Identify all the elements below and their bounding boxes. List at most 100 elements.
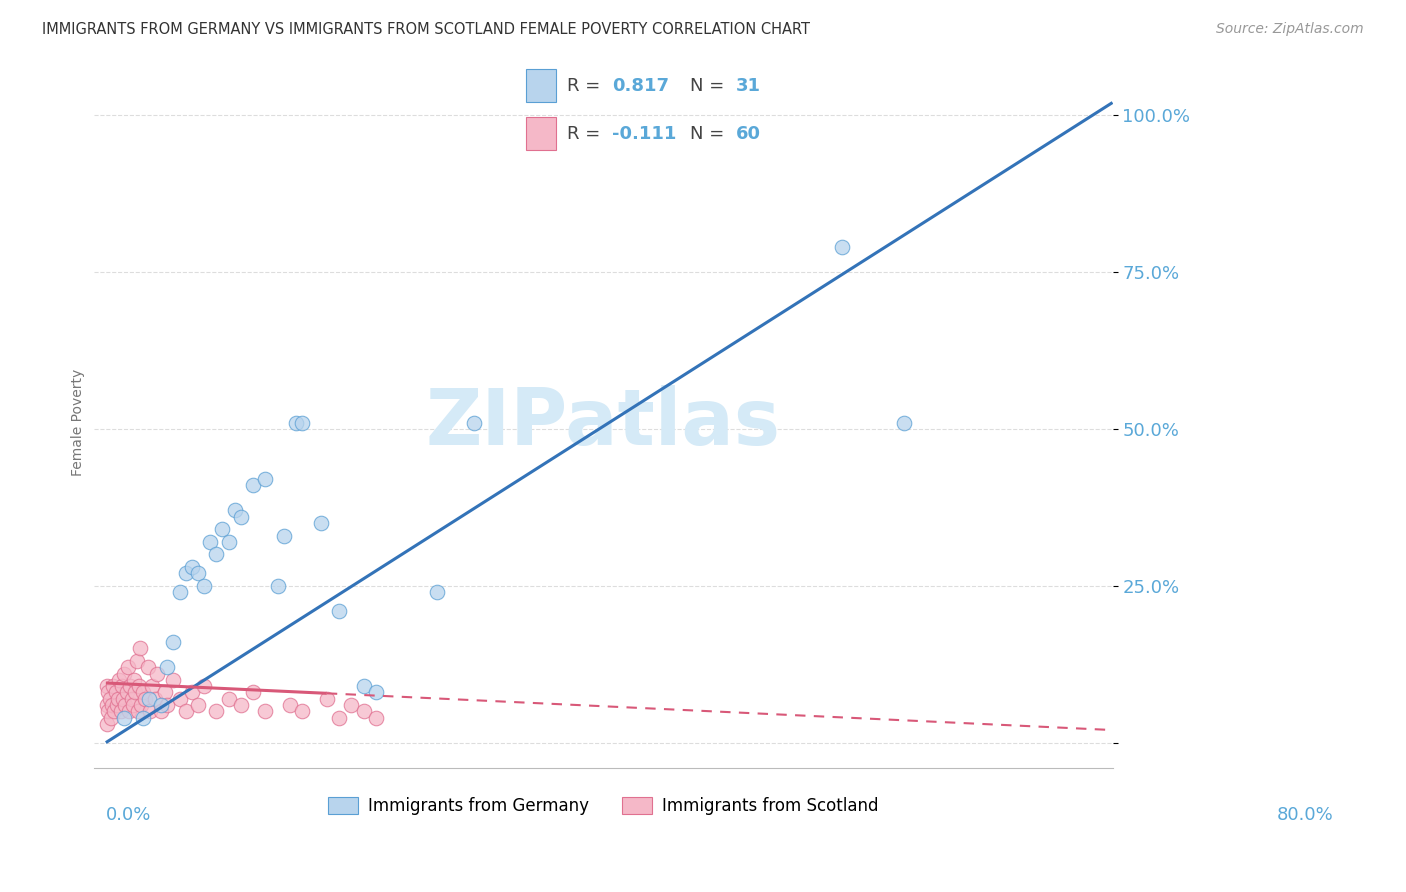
Point [242, 478, 264, 492]
Point [105, 698, 128, 712]
Point [124, 685, 146, 699]
Point [122, 673, 145, 687]
Point [291, 704, 314, 718]
Point [193, 579, 215, 593]
Point [112, 691, 135, 706]
Point [150, 698, 173, 712]
Point [242, 685, 264, 699]
Point [353, 679, 375, 693]
Point [180, 560, 202, 574]
Point [831, 240, 853, 254]
FancyBboxPatch shape [526, 118, 557, 150]
Point [141, 679, 163, 693]
Text: N =: N = [689, 77, 730, 95]
Point [131, 710, 153, 724]
Point [128, 679, 150, 693]
Text: 0.0%: 0.0% [105, 805, 152, 823]
Point [229, 698, 252, 712]
Point [138, 691, 160, 706]
Point [229, 509, 252, 524]
Point [143, 691, 166, 706]
Point [131, 698, 153, 712]
Text: R =: R = [567, 77, 606, 95]
Point [127, 704, 149, 718]
Point [110, 704, 132, 718]
Text: ZIPatlas: ZIPatlas [426, 384, 780, 460]
Point [115, 685, 138, 699]
Point [893, 416, 915, 430]
Point [200, 534, 222, 549]
Text: -0.111: -0.111 [612, 125, 676, 143]
Point [98, 691, 121, 706]
Point [125, 654, 148, 668]
Point [285, 416, 308, 430]
Point [169, 585, 191, 599]
Point [340, 698, 363, 712]
Point [174, 566, 197, 581]
Point [153, 685, 176, 699]
Point [121, 698, 143, 712]
Point [96, 698, 118, 712]
Text: 0.817: 0.817 [612, 77, 669, 95]
Point [121, 691, 143, 706]
Point [463, 416, 485, 430]
Point [131, 685, 153, 699]
Point [156, 660, 179, 674]
Point [101, 698, 124, 712]
Point [117, 660, 139, 674]
Point [108, 673, 131, 687]
Point [254, 472, 277, 486]
Point [114, 698, 136, 712]
Legend: Immigrants from Germany, Immigrants from Scotland: Immigrants from Germany, Immigrants from… [321, 790, 886, 822]
Point [136, 660, 159, 674]
Point [309, 516, 332, 530]
Point [353, 704, 375, 718]
FancyBboxPatch shape [526, 70, 557, 102]
Y-axis label: Female Poverty: Female Poverty [72, 369, 86, 476]
Point [328, 604, 350, 618]
Point [278, 698, 301, 712]
Text: 31: 31 [735, 77, 761, 95]
Point [273, 528, 295, 542]
Point [193, 679, 215, 693]
Point [205, 704, 228, 718]
Point [100, 710, 122, 724]
Point [254, 704, 277, 718]
Point [187, 698, 209, 712]
Point [156, 698, 179, 712]
Point [205, 547, 228, 561]
Point [328, 710, 350, 724]
Point [96, 716, 118, 731]
Point [364, 710, 387, 724]
Text: IMMIGRANTS FROM GERMANY VS IMMIGRANTS FROM SCOTLAND FEMALE POVERTY CORRELATION C: IMMIGRANTS FROM GERMANY VS IMMIGRANTS FR… [42, 22, 810, 37]
Point [134, 691, 156, 706]
Point [112, 666, 135, 681]
Point [129, 641, 152, 656]
Point [97, 685, 120, 699]
Text: 60: 60 [735, 125, 761, 143]
Point [111, 679, 134, 693]
Text: N =: N = [689, 125, 730, 143]
Point [291, 416, 314, 430]
Point [224, 503, 246, 517]
Point [150, 704, 173, 718]
Point [315, 691, 337, 706]
Point [180, 685, 202, 699]
Text: Source: ZipAtlas.com: Source: ZipAtlas.com [1216, 22, 1364, 37]
Point [118, 704, 141, 718]
Point [103, 679, 125, 693]
Point [107, 691, 129, 706]
Point [112, 710, 135, 724]
Point [97, 704, 120, 718]
Point [174, 704, 197, 718]
Point [146, 666, 169, 681]
Text: R =: R = [567, 125, 606, 143]
Point [139, 704, 162, 718]
Point [267, 579, 290, 593]
Point [104, 685, 127, 699]
Point [96, 679, 118, 693]
Point [426, 585, 449, 599]
Point [211, 522, 233, 536]
Point [162, 635, 184, 649]
Point [364, 685, 387, 699]
